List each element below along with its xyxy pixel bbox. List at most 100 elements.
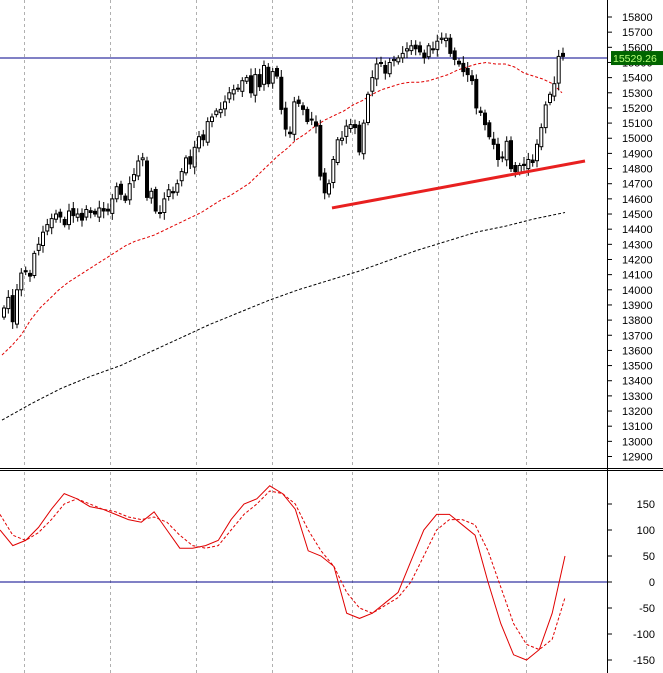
candle (58, 208, 63, 223)
candle-body (145, 160, 149, 198)
candle-body (132, 174, 136, 182)
candle-body (283, 107, 288, 130)
candle-body (2, 307, 6, 318)
candle (522, 157, 526, 171)
candle (431, 41, 435, 54)
candle-body (457, 60, 461, 65)
candle-body (301, 105, 305, 110)
candle-body (552, 83, 557, 97)
candle-body (344, 125, 349, 137)
candle-body (487, 122, 492, 138)
candle (340, 131, 344, 146)
candle (535, 139, 539, 168)
candle-body (54, 213, 58, 220)
candle-body (210, 116, 214, 122)
candle (422, 49, 427, 64)
y-tick-label: 14900 (622, 148, 653, 160)
candle-body (279, 76, 284, 110)
candle-body (322, 172, 327, 194)
candle (62, 216, 67, 228)
candle-body (504, 140, 509, 161)
candle-body (474, 78, 479, 109)
candle-body (366, 93, 370, 124)
y-tick-label: 13900 (622, 300, 653, 312)
y-tick-label: -50 (639, 603, 655, 615)
candle (396, 55, 401, 65)
candle (335, 137, 340, 166)
candle-body (543, 104, 548, 129)
candle (331, 156, 336, 189)
candle (366, 91, 370, 126)
y-tick-label: 15200 (622, 103, 653, 115)
candle (500, 151, 505, 163)
y-tick-label: 14100 (622, 270, 653, 282)
candle-body (149, 190, 154, 199)
candle-body (10, 295, 15, 323)
candle-body (49, 218, 54, 229)
y-tick-label: 13100 (622, 421, 653, 433)
candle-body (556, 55, 561, 84)
candle-body (184, 157, 188, 174)
candle (127, 176, 132, 205)
candle (218, 102, 223, 118)
candle-body (257, 74, 262, 88)
candle (253, 68, 258, 103)
candle (348, 118, 353, 133)
candle-body (353, 124, 357, 129)
candle (275, 65, 279, 79)
candle (561, 47, 565, 61)
candle (292, 96, 297, 141)
candle (114, 182, 119, 203)
candle (67, 203, 71, 230)
candle-body (140, 157, 145, 161)
ma-long-line (1, 212, 566, 421)
candle-body (292, 101, 297, 135)
candle-body (19, 272, 24, 291)
candle (383, 60, 388, 80)
candle-body (244, 77, 249, 82)
candle (19, 268, 24, 297)
candle (88, 207, 93, 219)
candle-body (431, 48, 435, 51)
candle-body (171, 191, 175, 194)
candle-body (179, 171, 184, 182)
candle-body (535, 143, 539, 162)
candle (28, 269, 32, 282)
oscillator-panel (0, 485, 607, 661)
candle-body (67, 210, 71, 226)
candle (266, 63, 271, 88)
candle-body (23, 270, 28, 273)
candle-body (413, 44, 418, 50)
candle (470, 70, 474, 85)
candle (357, 121, 362, 156)
candle-body (270, 71, 275, 84)
candle (197, 131, 201, 153)
candle-body (530, 159, 535, 164)
candle-body (491, 138, 496, 145)
candle (257, 68, 262, 91)
y-tick-label: 15400 (622, 73, 653, 85)
candle (240, 77, 245, 97)
candle (75, 208, 80, 222)
candle-body (231, 89, 236, 95)
y-tick-label: 13400 (622, 376, 653, 388)
candle-body (435, 40, 440, 50)
candle-body (36, 243, 41, 251)
candle (149, 187, 154, 204)
candle (10, 289, 15, 329)
candle (171, 186, 175, 200)
candle-body (45, 224, 50, 232)
candle (392, 55, 396, 67)
candle (379, 56, 383, 67)
candle (370, 70, 375, 97)
candle (6, 290, 11, 314)
candle (214, 108, 219, 118)
candle-body (119, 183, 123, 195)
candle (418, 41, 422, 56)
candle-body (305, 108, 310, 123)
candle (452, 47, 457, 66)
candle-body (158, 212, 162, 214)
candle (400, 46, 405, 63)
